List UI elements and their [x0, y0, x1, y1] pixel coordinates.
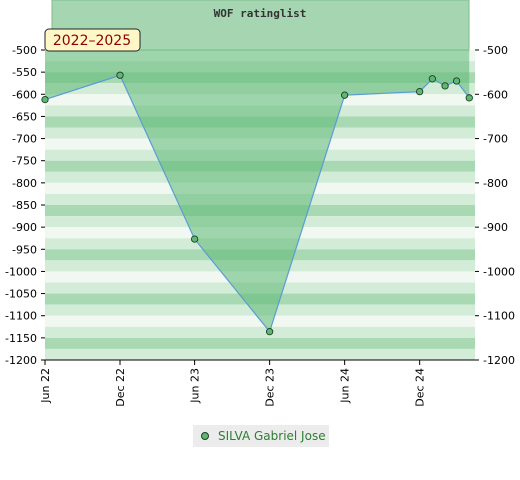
data-point	[340, 91, 349, 99]
y-right-tick-label: -700	[483, 133, 508, 146]
y-tick-label: -1100	[5, 310, 37, 323]
y-right-tick-label: -1100	[483, 310, 515, 323]
y-tick-label: -550	[12, 66, 37, 79]
data-point	[416, 87, 424, 96]
axes: -500 -550 -600 -650 -700 -750 -800 -850 -900 -950…	[5, 44, 515, 407]
data-point	[116, 71, 124, 79]
x-tick-label: Dec 24	[414, 368, 427, 407]
y-tick-label: -650	[12, 110, 37, 123]
data-point	[452, 77, 461, 85]
data-point	[465, 94, 473, 102]
period-label: 2022–2025	[53, 33, 131, 49]
x-tick-label: Dec 23	[264, 368, 277, 407]
data-point	[41, 95, 49, 104]
area-layer	[44, 50, 470, 333]
legend-marker	[201, 432, 209, 440]
x-tick-label: Dec 22	[114, 368, 127, 407]
legend[interactable]: SILVA Gabriel Jose	[193, 425, 329, 447]
y-right-tick-label: -800	[483, 177, 508, 190]
y-tick-label: -1000	[5, 265, 37, 278]
data-point	[428, 75, 437, 83]
data-point	[441, 82, 449, 90]
y-tick-label: -900	[12, 221, 37, 234]
x-tick-label: Jun 23	[189, 368, 202, 404]
y-tick-label: -1200	[5, 354, 37, 367]
y-tick-label: -800	[12, 177, 37, 190]
data-point	[190, 235, 199, 243]
y-tick-label: -1050	[5, 288, 37, 301]
y-tick-label: -700	[12, 133, 37, 146]
grid-band	[45, 337, 475, 349]
series-area	[45, 50, 470, 332]
y-tick-label: -500	[12, 44, 37, 57]
y-tick-label: -950	[12, 243, 37, 256]
y-tick-label: -750	[12, 155, 37, 168]
y-tick-label: -850	[12, 199, 37, 212]
chart-title: WOF ratinglist	[214, 7, 307, 20]
grid-band	[45, 326, 475, 338]
x-tick-label: Jun 22	[39, 368, 52, 404]
series-line	[44, 74, 470, 333]
grid-band	[45, 348, 475, 360]
y-right-tick-label: -1000	[483, 265, 515, 278]
y-right-tick-label: -1200	[483, 354, 515, 367]
chart-marks	[41, 71, 473, 336]
y-tick-label: -600	[12, 88, 37, 101]
period-badge	[44, 28, 141, 52]
y-tick-label: -1150	[5, 332, 37, 345]
legend-series-label: SILVA Gabriel Jose	[218, 429, 326, 443]
data-point	[265, 328, 274, 336]
grid-band	[45, 315, 475, 327]
x-tick-label: Jun 24	[339, 368, 352, 404]
y-right-tick-label: -600	[483, 88, 508, 101]
y-right-tick-label: -500	[483, 44, 508, 57]
y-right-tick-label: -900	[483, 221, 508, 234]
